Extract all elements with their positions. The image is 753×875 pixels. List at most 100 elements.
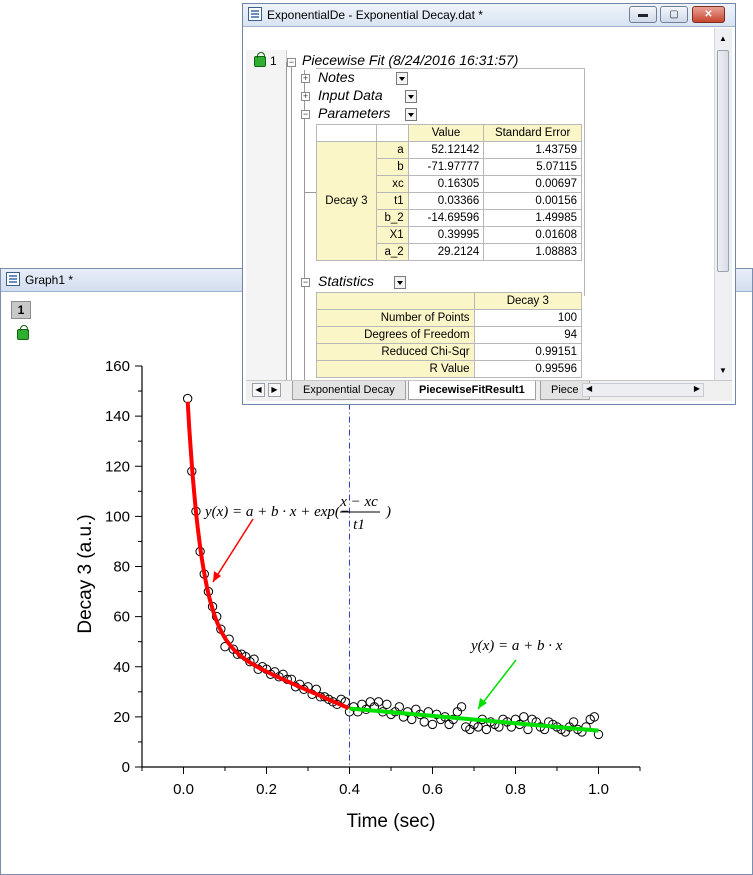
close-button[interactable]: ✕	[692, 6, 725, 23]
row-header-column	[246, 28, 287, 380]
notes-dropdown[interactable]	[396, 72, 408, 85]
graph-window-icon	[6, 272, 20, 286]
parameter-standard-error[interactable]: 5.07115	[483, 158, 582, 176]
vertical-scrollbar[interactable]: ▲ ▼	[714, 28, 732, 380]
report-header-row	[246, 28, 536, 50]
input-data-expand-toggle[interactable]: +	[301, 91, 310, 101]
col-header-value[interactable]: Value	[407, 124, 485, 142]
sheet-tab-exponential-decay[interactable]: Exponential Decay	[292, 381, 406, 400]
parameter-group-label: Decay 3	[316, 141, 377, 261]
vertical-scroll-thumb[interactable]	[717, 50, 729, 272]
statistic-name: R Value	[316, 360, 475, 378]
scroll-down-icon[interactable]: ▼	[719, 366, 727, 375]
statistics-row[interactable]: R Value 0.99596	[316, 360, 583, 378]
root-collapse-toggle[interactable]: −	[287, 57, 296, 67]
x-tick-label: 0.0	[173, 781, 194, 798]
exp-formula-close: )	[385, 504, 391, 520]
data-point	[481, 724, 492, 735]
x-ticks: 0.0 0.2 0.4 0.6 0.8 1.0	[141, 767, 641, 798]
horizontal-scrollbar[interactable]: ◀ ▶	[582, 383, 704, 397]
layer-tab[interactable]: 1	[11, 301, 31, 319]
root-node-label: Piecewise Fit (8/24/2016 16:31:57)	[302, 52, 519, 68]
parameter-value[interactable]: -14.69596	[407, 209, 485, 227]
statistic-value[interactable]: 0.99596	[473, 360, 583, 378]
data-point	[589, 712, 600, 722]
exp-fit-curve	[185, 401, 350, 711]
y-tick-label: 100	[105, 508, 130, 525]
parameter-row[interactable]: t1 0.03366 0.00156	[317, 192, 582, 210]
notes-node-label: Notes	[318, 69, 355, 85]
tab-nav-right-icon[interactable]: ▶	[268, 383, 281, 397]
parameter-value[interactable]: 0.16305	[407, 175, 485, 193]
parameter-value[interactable]: 0.03366	[407, 192, 485, 210]
data-point	[407, 714, 417, 725]
data-point	[427, 719, 438, 730]
y-axis-label: Decay 3 (a.u.)	[75, 514, 96, 633]
y-ticks: 0 20 40 60 80 100 120 140 160	[105, 358, 142, 776]
lock-icon[interactable]	[17, 325, 29, 340]
parameter-standard-error[interactable]: 0.00156	[483, 192, 582, 210]
hscroll-right-icon[interactable]: ▶	[693, 384, 700, 393]
statistics-row[interactable]: Reduced Chi-Sqr 0.99151	[316, 343, 583, 361]
parameters-table[interactable]: Value Standard Error Decay 3 a 52.12142 1.4…	[316, 124, 582, 261]
exp-formula-lhs: y(x) = a + b · x + exp(−	[203, 504, 350, 520]
x-axis-label: Time (sec)	[346, 811, 435, 832]
stats-col-header[interactable]: Decay 3	[473, 292, 583, 310]
data-point	[519, 712, 529, 722]
exp-formula-den: t1	[353, 517, 365, 533]
workbook-window[interactable]: ExponentialDe - Exponential Decay.dat * …	[242, 3, 736, 405]
data-point	[568, 717, 579, 727]
parameter-name: b_2	[375, 209, 409, 227]
parameter-value[interactable]: 0.39995	[407, 226, 485, 244]
data-point	[473, 722, 483, 732]
report-lock-icon	[254, 52, 266, 67]
parameter-value[interactable]: 29.2124	[407, 243, 485, 261]
parameter-name: b	[375, 158, 409, 176]
statistic-value[interactable]: 100	[473, 309, 583, 327]
report-sheet[interactable]: 1 − Piecewise Fit (8/24/2016 16:31:57) +…	[246, 28, 714, 380]
statistics-dropdown[interactable]	[394, 276, 406, 289]
parameters-collapse-toggle[interactable]: −	[301, 109, 310, 119]
workbook-icon	[248, 7, 262, 21]
data-markers	[182, 393, 604, 740]
parameter-value[interactable]: 52.12142	[407, 141, 485, 159]
statistics-collapse-toggle[interactable]: −	[301, 277, 310, 287]
col-header-standard-error[interactable]: Standard Error	[483, 124, 582, 142]
parameter-name: a_2	[375, 243, 409, 261]
parameter-standard-error[interactable]: 0.00697	[483, 175, 582, 193]
tab-nav-left-icon[interactable]: ◀	[252, 383, 265, 397]
parameter-standard-error[interactable]: 0.01608	[483, 226, 582, 244]
exp-arrow-head	[213, 571, 221, 582]
notes-expand-toggle[interactable]: +	[301, 73, 310, 83]
statistics-table[interactable]: Decay 3 Number of Points 100 Degrees of Fr…	[316, 292, 583, 378]
statistic-name: Degrees of Freedom	[316, 326, 475, 344]
statistic-value[interactable]: 94	[473, 326, 583, 344]
lin-formula: y(x) = a + b · x	[469, 638, 563, 654]
parameter-standard-error[interactable]: 1.49985	[483, 209, 582, 227]
parameter-standard-error[interactable]: 1.08883	[483, 243, 582, 261]
parameter-value[interactable]: -71.97777	[407, 158, 485, 176]
hscroll-left-icon[interactable]: ◀	[586, 384, 593, 393]
input-data-dropdown[interactable]	[405, 90, 417, 103]
minimize-button[interactable]: ▬	[629, 6, 657, 23]
parameter-standard-error[interactable]: 1.43759	[483, 141, 582, 159]
data-point	[382, 699, 392, 710]
scroll-up-icon[interactable]: ▲	[719, 34, 727, 43]
data-point	[456, 702, 467, 712]
x-tick-label: 0.2	[256, 781, 277, 798]
parameters-dropdown[interactable]	[405, 108, 417, 121]
parameter-row[interactable]: b -71.97777 5.07115	[317, 158, 582, 176]
y-tick-label: 20	[113, 709, 130, 726]
sheet-tab-piecewise-fit-result[interactable]: PiecewiseFitResult1	[408, 381, 536, 400]
x-tick-label: 0.6	[422, 781, 443, 798]
statistic-value[interactable]: 0.99151	[473, 343, 583, 361]
parameter-row[interactable]: b_2 -14.69596 1.49985	[317, 209, 582, 227]
statistics-row[interactable]: Degrees of Freedom 94	[316, 326, 583, 344]
x-tick-label: 1.0	[588, 781, 609, 798]
maximize-button[interactable]: ▢	[660, 6, 688, 23]
statistics-row[interactable]: Number of Points 100	[316, 309, 583, 327]
workbook-titlebar[interactable]: ExponentialDe - Exponential Decay.dat * …	[243, 4, 735, 27]
axes	[141, 366, 640, 768]
parameter-row[interactable]: a_2 29.2124 1.08883	[317, 243, 582, 261]
parameter-row[interactable]: Decay 3 a 52.12142 1.43759	[316, 141, 582, 261]
